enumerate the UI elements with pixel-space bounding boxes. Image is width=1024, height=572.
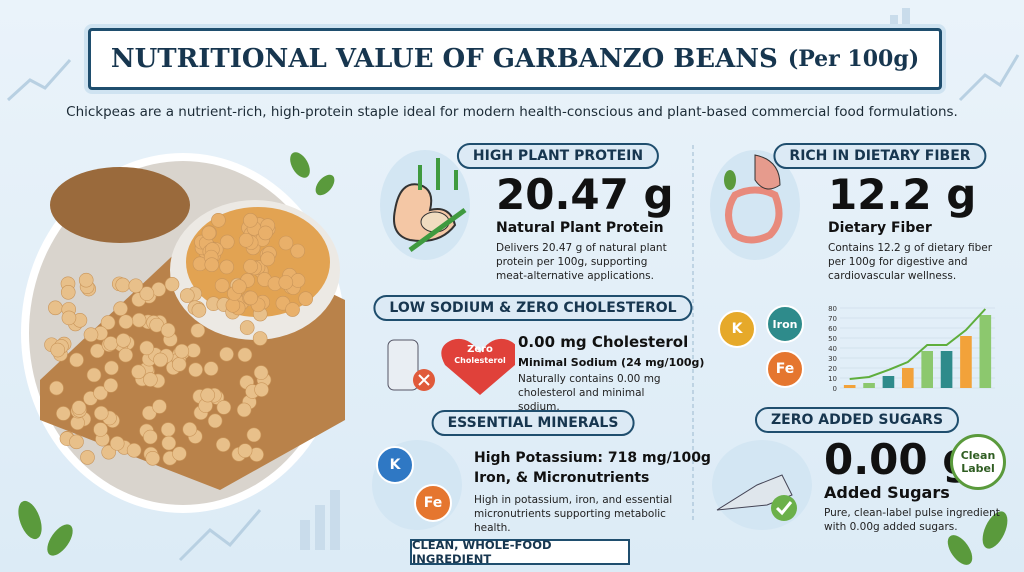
fiber-description: Contains 12.2 g of dietary fiber per 100…	[828, 242, 993, 282]
mineral-icon: K	[718, 310, 756, 348]
bar	[921, 351, 933, 388]
bar	[843, 385, 856, 388]
sodium-icons	[387, 338, 515, 395]
bar	[863, 383, 875, 388]
bar	[940, 351, 953, 388]
mineral-icon: Iron	[766, 305, 804, 343]
protein-description: Delivers 20.47 g of natural plant protei…	[496, 242, 667, 282]
protein-icon	[380, 150, 470, 260]
mineral-icon: K	[376, 446, 414, 484]
title-suffix: (Per 100g)	[787, 46, 920, 72]
title: NUTRITIONAL VALUE OF GARBANZO BEANS	[110, 44, 778, 74]
y-tick-label: 50	[828, 335, 837, 343]
sodium-value: 0.00 mg Cholesterol	[518, 333, 689, 351]
y-tick-label: 10	[828, 375, 837, 383]
trend-line	[849, 308, 987, 380]
protein-value: 20.47 g	[496, 170, 674, 219]
sodium-description: Naturally contains 0.00 mg cholesterol a…	[518, 373, 661, 413]
clean-label-badge: Clean Label	[950, 434, 1006, 490]
bar	[979, 315, 992, 388]
subtitle: Chickpeas are a nutrient-rich, high-prot…	[66, 104, 958, 120]
sodium-label: Minimal Sodium (24 mg/100g)	[518, 356, 705, 369]
y-tick-label: 80	[828, 305, 837, 313]
sodium-heading: LOW SODIUM & ZERO CHOLESTEROL	[373, 295, 693, 321]
sugars-value: 0.00 g	[824, 435, 973, 484]
y-tick-label: 20	[828, 365, 837, 373]
sugars-label: Added Sugars	[824, 483, 950, 502]
protein-heading: HIGH PLANT PROTEIN	[456, 143, 660, 169]
mineral-icon: Fe	[766, 350, 804, 388]
badge-line: Zero	[467, 344, 493, 355]
fiber-label: Dietary Fiber	[828, 220, 932, 236]
mini-chart: 0 10 20 30 40 50 60 70 80	[828, 305, 995, 393]
fiber-heading: RICH IN DIETARY FIBER	[773, 143, 987, 169]
protein-label: Natural Plant Protein	[496, 220, 664, 236]
footer-banner: CLEAN, WHOLE-FOOD INGREDIENT	[410, 538, 630, 566]
zero-badge: Zero Cholesterol	[452, 344, 508, 366]
sugars-icon	[712, 440, 812, 530]
mineral-icon: Fe	[414, 484, 452, 522]
bar	[882, 376, 895, 388]
y-tick-label: 70	[828, 315, 837, 323]
bar	[902, 368, 914, 388]
bar	[960, 336, 972, 388]
sugars-description: Pure, clean-label pulse ingredient with …	[824, 507, 1000, 533]
fiber-value: 12.2 g	[828, 170, 977, 219]
y-tick-label: 0	[833, 385, 837, 393]
minerals-description: High in potassium, iron, and essential m…	[474, 494, 673, 534]
minerals-label: Iron, & Micronutrients	[474, 470, 650, 486]
y-tick-label: 30	[828, 355, 837, 363]
badge-line: Cholesterol	[454, 356, 506, 365]
y-tick-label: 60	[828, 325, 837, 333]
y-tick-label: 40	[828, 345, 837, 353]
sugars-heading: ZERO ADDED SUGARS	[754, 407, 960, 433]
title-banner: NUTRITIONAL VALUE OF GARBANZO BEANS (Per …	[88, 28, 942, 90]
minerals-heading: ESSENTIAL MINERALS	[431, 410, 635, 436]
minerals-value: High Potassium: 718 mg/100g	[474, 450, 711, 466]
